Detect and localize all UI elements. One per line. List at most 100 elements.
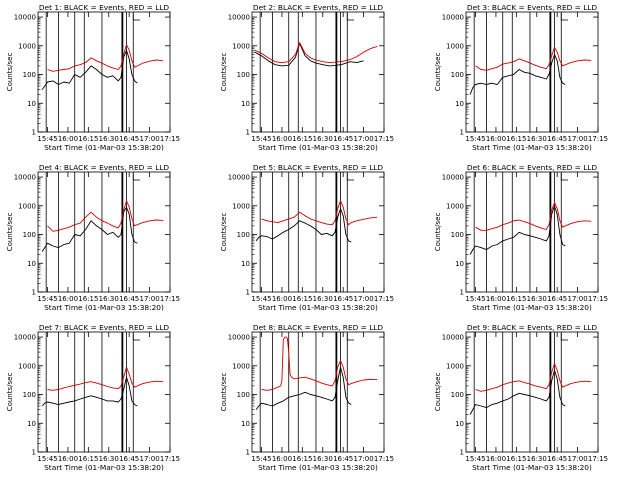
marker-bracket xyxy=(346,13,355,21)
x-tick-label: 17:00 xyxy=(353,455,373,463)
x-tick-label: 17:00 xyxy=(139,455,159,463)
x-tick-label: 16:30 xyxy=(527,135,547,143)
x-tick-label: 16:00 xyxy=(272,455,292,463)
panel-title: Det 8: BLACK = Events, RED = LLD xyxy=(253,323,384,332)
y-tick-label: 10 xyxy=(455,420,464,428)
panel-det-1: Det 1: BLACK = Events, RED = LLD 1 10 100 10… xyxy=(6,3,180,152)
series-line-lld xyxy=(47,44,164,72)
x-tick-label: 15:45 xyxy=(37,295,57,303)
series-line-events xyxy=(255,366,352,410)
y-tick-label: 100 xyxy=(451,71,464,79)
x-tick-label: 17:15 xyxy=(160,455,180,463)
x-axis-label: Start Time (01-Mar-03 15:38:20) xyxy=(258,303,378,312)
x-tick-label: 17:00 xyxy=(567,455,587,463)
y-tick-label: 1 xyxy=(32,129,36,137)
y-tick-label: 100 xyxy=(23,71,36,79)
y-tick-label: 1 xyxy=(246,129,250,137)
x-tick-label: 17:15 xyxy=(588,455,608,463)
y-tick-label: 10000 xyxy=(14,14,36,22)
y-tick-label: 1000 xyxy=(232,42,250,50)
y-tick-label: 1000 xyxy=(446,202,464,210)
marker-bracket xyxy=(560,173,569,181)
panel-title: Det 1: BLACK = Events, RED = LLD xyxy=(39,3,170,12)
panel-det-6: Det 6: BLACK = Events, RED = LLD 1 10 100 10… xyxy=(434,163,608,312)
series-line-lld xyxy=(475,202,592,231)
y-tick-label: 10 xyxy=(455,260,464,268)
x-tick-label: 16:30 xyxy=(313,455,333,463)
series-line-lld xyxy=(475,363,592,392)
x-tick-label: 16:45 xyxy=(333,455,353,463)
x-tick-label: 16:45 xyxy=(333,135,353,143)
series-line-lld xyxy=(254,42,378,64)
x-tick-label: 16:30 xyxy=(99,455,119,463)
panel-det-7: Det 7: BLACK = Events, RED = LLD 1 10 100 10… xyxy=(6,323,180,472)
x-tick-label: 15:45 xyxy=(37,135,57,143)
y-tick-label: 1 xyxy=(460,449,464,457)
x-tick-label: 16:15 xyxy=(506,455,526,463)
x-tick-label: 16:00 xyxy=(486,295,506,303)
x-tick-label: 15:45 xyxy=(465,295,485,303)
plot-frame xyxy=(37,331,171,453)
plot-frame xyxy=(251,171,385,293)
x-tick-label: 15:45 xyxy=(251,455,271,463)
y-tick-label: 10 xyxy=(241,420,250,428)
x-tick-label: 16:00 xyxy=(272,135,292,143)
marker-bracket xyxy=(560,333,569,341)
y-tick-label: 10 xyxy=(27,420,36,428)
x-tick-label: 16:30 xyxy=(313,135,333,143)
x-tick-label: 16:15 xyxy=(292,295,312,303)
x-tick-label: 16:00 xyxy=(486,135,506,143)
y-tick-label: 1 xyxy=(32,289,36,297)
x-tick-label: 15:45 xyxy=(465,455,485,463)
y-tick-label: 1000 xyxy=(446,362,464,370)
y-tick-label: 10000 xyxy=(442,174,464,182)
marker-bracket xyxy=(560,13,569,21)
x-axis-label: Start Time (01-Mar-03 15:38:20) xyxy=(258,463,378,472)
y-tick-label: 1 xyxy=(460,129,464,137)
panel-det-5: Det 5: BLACK = Events, RED = LLD 1 10 100 10… xyxy=(220,163,394,312)
y-tick-label: 1000 xyxy=(446,42,464,50)
marker-bracket xyxy=(346,173,355,181)
series-line-events xyxy=(41,206,138,253)
x-tick-label: 16:45 xyxy=(119,455,139,463)
x-tick-label: 16:15 xyxy=(506,135,526,143)
plot-frame xyxy=(465,11,599,133)
x-tick-label: 15:45 xyxy=(465,135,485,143)
y-tick-label: 10000 xyxy=(14,334,36,342)
y-tick-label: 100 xyxy=(23,391,36,399)
y-tick-label: 1000 xyxy=(232,362,250,370)
panel-det-8: Det 8: BLACK = Events, RED = LLD 1 10 100 10… xyxy=(220,323,394,472)
series-line-lld xyxy=(475,46,592,71)
x-tick-label: 16:30 xyxy=(527,455,547,463)
y-tick-label: 1000 xyxy=(232,202,250,210)
x-tick-label: 17:00 xyxy=(139,295,159,303)
panel-det-3: Det 3: BLACK = Events, RED = LLD 1 10 100 10… xyxy=(434,3,608,152)
panel-title: Det 4: BLACK = Events, RED = LLD xyxy=(39,163,170,172)
y-tick-label: 1 xyxy=(246,289,250,297)
series-line-events xyxy=(254,43,364,67)
series-line-lld xyxy=(261,200,378,226)
y-tick-label: 10000 xyxy=(442,14,464,22)
x-axis-label: Start Time (01-Mar-03 15:38:20) xyxy=(472,143,592,152)
x-tick-label: 16:30 xyxy=(99,135,119,143)
y-axis-label: Counts/sec xyxy=(6,373,14,412)
x-tick-label: 15:45 xyxy=(251,295,271,303)
x-tick-label: 17:15 xyxy=(588,295,608,303)
y-tick-label: 10000 xyxy=(442,334,464,342)
x-tick-label: 16:15 xyxy=(292,135,312,143)
x-tick-label: 17:00 xyxy=(567,135,587,143)
x-tick-label: 17:15 xyxy=(160,135,180,143)
y-tick-label: 10000 xyxy=(228,334,250,342)
y-tick-label: 100 xyxy=(237,71,250,79)
x-axis-label: Start Time (01-Mar-03 15:38:20) xyxy=(472,463,592,472)
series-line-lld xyxy=(47,200,164,232)
y-tick-label: 1000 xyxy=(18,42,36,50)
x-tick-label: 17:00 xyxy=(567,295,587,303)
series-line-lld xyxy=(261,336,378,391)
series-line-events xyxy=(469,369,566,415)
plot-frame xyxy=(251,331,385,453)
y-axis-label: Counts/sec xyxy=(6,53,14,92)
y-axis-label: Counts/sec xyxy=(220,213,228,252)
y-tick-label: 100 xyxy=(451,231,464,239)
x-tick-label: 16:00 xyxy=(486,455,506,463)
